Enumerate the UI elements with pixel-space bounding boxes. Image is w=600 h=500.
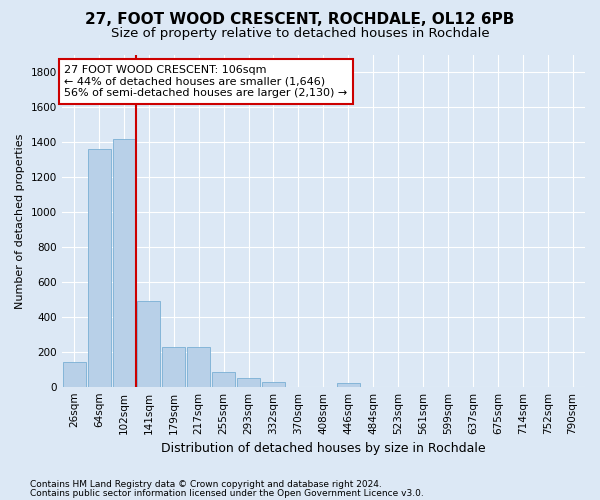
Text: 27 FOOT WOOD CRESCENT: 106sqm
← 44% of detached houses are smaller (1,646)
56% o: 27 FOOT WOOD CRESCENT: 106sqm ← 44% of d…: [64, 65, 347, 98]
Bar: [88, 150, 110, 386]
Text: Contains public sector information licensed under the Open Government Licence v3: Contains public sector information licen…: [30, 488, 424, 498]
Text: Size of property relative to detached houses in Rochdale: Size of property relative to detached ho…: [110, 28, 490, 40]
X-axis label: Distribution of detached houses by size in Rochdale: Distribution of detached houses by size …: [161, 442, 485, 455]
Bar: [62, 362, 86, 386]
Bar: [163, 346, 185, 387]
Text: Contains HM Land Registry data © Crown copyright and database right 2024.: Contains HM Land Registry data © Crown c…: [30, 480, 382, 489]
Bar: [113, 139, 136, 386]
Bar: [212, 372, 235, 386]
Bar: [187, 346, 210, 387]
Text: 27, FOOT WOOD CRESCENT, ROCHDALE, OL12 6PB: 27, FOOT WOOD CRESCENT, ROCHDALE, OL12 6…: [85, 12, 515, 28]
Bar: [262, 382, 285, 386]
Bar: [337, 383, 360, 386]
Y-axis label: Number of detached properties: Number of detached properties: [15, 133, 25, 308]
Bar: [237, 378, 260, 386]
Bar: [137, 301, 160, 386]
